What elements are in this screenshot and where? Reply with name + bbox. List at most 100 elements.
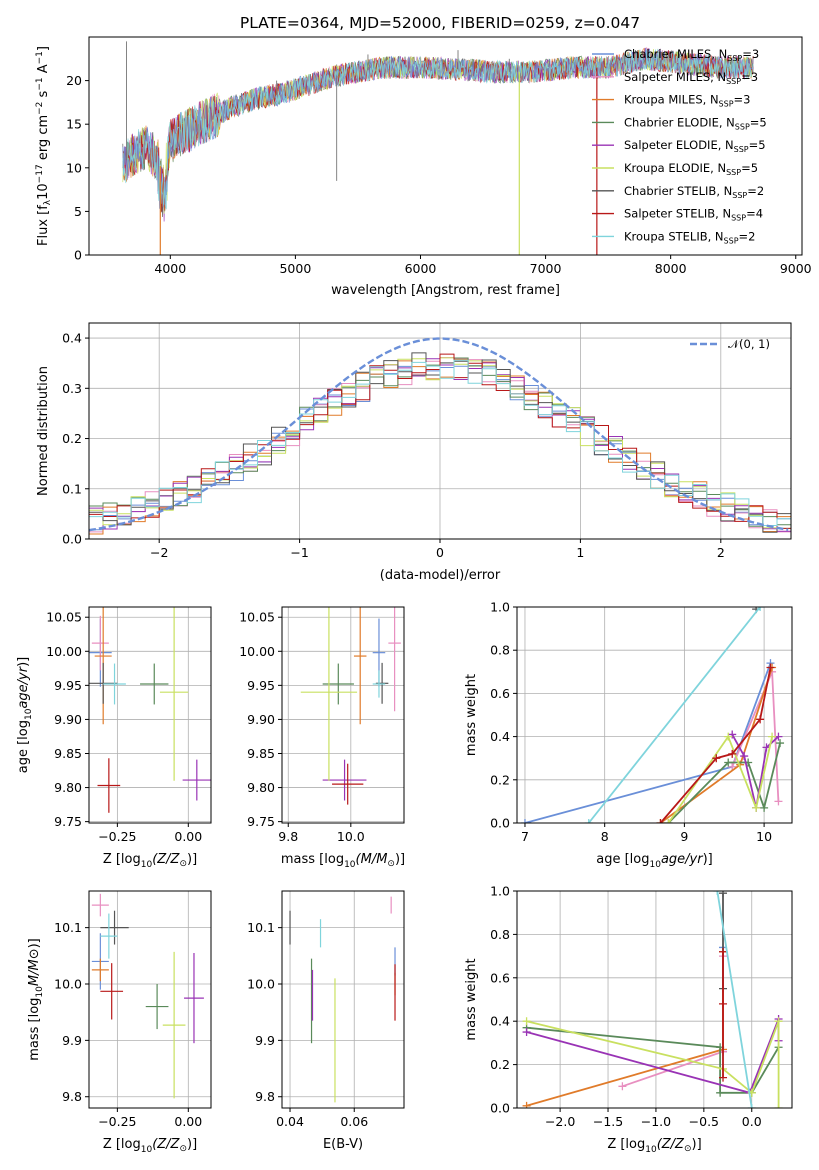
legend-item: Salpeter STELIB, NSSP=4 bbox=[592, 207, 763, 223]
weight-marker bbox=[740, 752, 749, 761]
x-axis-label: mass [log10(M/M⊙)] bbox=[281, 852, 405, 870]
x-axis-label: wavelength [Angstrom, rest frame] bbox=[331, 283, 560, 298]
y-tick-label: 9.80 bbox=[247, 780, 275, 795]
weight-marker bbox=[766, 663, 775, 672]
weight-marker bbox=[713, 891, 722, 895]
weight-marker bbox=[522, 1017, 531, 1026]
histogram-series bbox=[89, 359, 791, 526]
error-bar-point bbox=[140, 663, 169, 705]
legend-label: 𝒩(0, 1) bbox=[728, 337, 770, 351]
legend-item: Kroupa STELIB, NSSP=2 bbox=[592, 229, 755, 245]
spectrum-line bbox=[122, 48, 754, 210]
error-bar-point bbox=[184, 953, 204, 1044]
weight-marker bbox=[522, 1028, 531, 1037]
error-bar-point bbox=[388, 607, 401, 712]
error-bar-point bbox=[372, 670, 386, 698]
y-tick-label: 9.75 bbox=[247, 814, 275, 829]
axes-frame bbox=[88, 606, 212, 824]
x-tick-label: 0.00 bbox=[174, 1114, 202, 1129]
weight-marker bbox=[716, 1088, 725, 1097]
legend-label: Chabrier ELODIE, NSSP=5 bbox=[624, 115, 767, 131]
axes-frame bbox=[88, 890, 212, 1109]
age-vs-metallicity-panel: −0.25 0.00 9.75 9.80 9.85 9.90 9.95 10.00 10.05 Z… bbox=[16, 606, 212, 870]
weight-marker bbox=[584, 819, 593, 823]
y-tick-label: 9.75 bbox=[54, 814, 82, 829]
y-tick-label: 1.0 bbox=[490, 600, 510, 615]
weight-marker bbox=[522, 1101, 531, 1108]
x-tick-label: 0.00 bbox=[174, 829, 202, 844]
y-tick-label: 9.8 bbox=[62, 1089, 82, 1104]
weight-marker bbox=[756, 715, 765, 724]
y-tick-label: 0.8 bbox=[490, 927, 510, 942]
x-tick-label: 7000 bbox=[530, 261, 562, 276]
x-tick-label: 0.0 bbox=[742, 1114, 762, 1129]
x-tick-label: 1 bbox=[576, 545, 584, 560]
legend-label: Salpeter ELODIE, NSSP=5 bbox=[624, 138, 766, 154]
axes-frame bbox=[88, 36, 803, 256]
y-tick-label: 0.6 bbox=[490, 970, 510, 985]
weight-marker bbox=[719, 891, 728, 898]
histogram-series bbox=[89, 353, 791, 529]
y-tick-label: 0.1 bbox=[62, 481, 82, 496]
legend-item: Kroupa MILES, NSSP=3 bbox=[592, 93, 750, 109]
y-tick-label: 9.9 bbox=[255, 1033, 275, 1048]
x-axis-label: Z [log10(Z/Z⊙)] bbox=[103, 1137, 197, 1155]
x-axis-label: age [log10age/yr)] bbox=[596, 852, 713, 870]
y-tick-label: 10.00 bbox=[239, 644, 275, 659]
weight-marker bbox=[656, 819, 665, 823]
y-tick-label: 0 bbox=[74, 248, 82, 263]
weight-marker bbox=[752, 803, 761, 812]
weight-marker bbox=[719, 999, 728, 1008]
legend-label: Salpeter STELIB, NSSP=4 bbox=[624, 207, 763, 223]
x-tick-label: 6000 bbox=[405, 261, 437, 276]
y-tick-label: 9.8 bbox=[255, 1089, 275, 1104]
weight-marker bbox=[724, 758, 733, 767]
error-bar-point bbox=[145, 984, 169, 1030]
y-tick-label: 10.05 bbox=[239, 610, 275, 625]
weight-marker bbox=[719, 947, 728, 956]
plot-area bbox=[89, 337, 791, 535]
spectrum-line bbox=[122, 48, 754, 212]
weight-marker bbox=[719, 1073, 728, 1082]
x-tick-label: −2.0 bbox=[545, 1114, 575, 1129]
y-axis-label: mass [log10M/M⊙)] bbox=[27, 938, 45, 1061]
weight-marker bbox=[760, 803, 769, 812]
y-tick-label: 9.85 bbox=[54, 746, 82, 761]
legend-item: Chabrier STELIB, NSSP=2 bbox=[592, 184, 764, 200]
y-tick-label: 0.8 bbox=[490, 643, 510, 658]
x-tick-label: 0.04 bbox=[276, 1114, 304, 1129]
spectrum-panel: 4000 5000 6000 7000 8000 9000 0 5 10 15 20 waveleng… bbox=[35, 36, 812, 298]
x-tick-label: 0.06 bbox=[340, 1114, 368, 1129]
error-bar-point bbox=[97, 758, 121, 813]
legend-label: Kroupa STELIB, NSSP=2 bbox=[624, 229, 755, 245]
x-tick-label: 9 bbox=[680, 829, 688, 844]
y-tick-label: 9.95 bbox=[54, 678, 82, 693]
weight-line bbox=[659, 667, 773, 823]
weight-line bbox=[667, 742, 781, 823]
normal-curve bbox=[89, 337, 789, 532]
x-tick-label: 9.8 bbox=[278, 829, 298, 844]
mass-vs-extinction-panel: 0.04 0.06 9.8 9.9 10.0 10.1 E(B-V) bbox=[247, 890, 405, 1152]
weight-line bbox=[587, 607, 761, 823]
plot-area bbox=[91, 893, 204, 1099]
y-tick-label: 9.90 bbox=[54, 712, 82, 727]
plot-area bbox=[520, 607, 785, 823]
y-tick-label: 10.0 bbox=[247, 977, 275, 992]
legend-item: Salpeter MILES, NSSP=3 bbox=[592, 70, 758, 86]
error-bar-point bbox=[300, 607, 358, 781]
y-tick-label: 0.2 bbox=[490, 772, 510, 787]
weight-series bbox=[656, 663, 775, 823]
legend-item: Chabrier MILES, NSSP=3 bbox=[592, 47, 759, 63]
weight-marker bbox=[774, 1017, 783, 1026]
weight-line bbox=[716, 891, 753, 1108]
weight-marker bbox=[774, 1104, 783, 1108]
residual-distribution-panel: −2 −1 0 1 2 0.0 0.1 0.2 0.3 0.4 (data-model)/error… bbox=[36, 322, 792, 583]
y-tick-label: 0.0 bbox=[490, 816, 510, 831]
y-tick-label: 0.2 bbox=[62, 431, 82, 446]
weight-marker bbox=[520, 819, 529, 823]
y-axis-label: Normed distribution bbox=[36, 366, 51, 496]
weight-marker bbox=[756, 607, 765, 611]
weight-marker bbox=[776, 739, 785, 748]
y-tick-label: 9.95 bbox=[247, 678, 275, 693]
